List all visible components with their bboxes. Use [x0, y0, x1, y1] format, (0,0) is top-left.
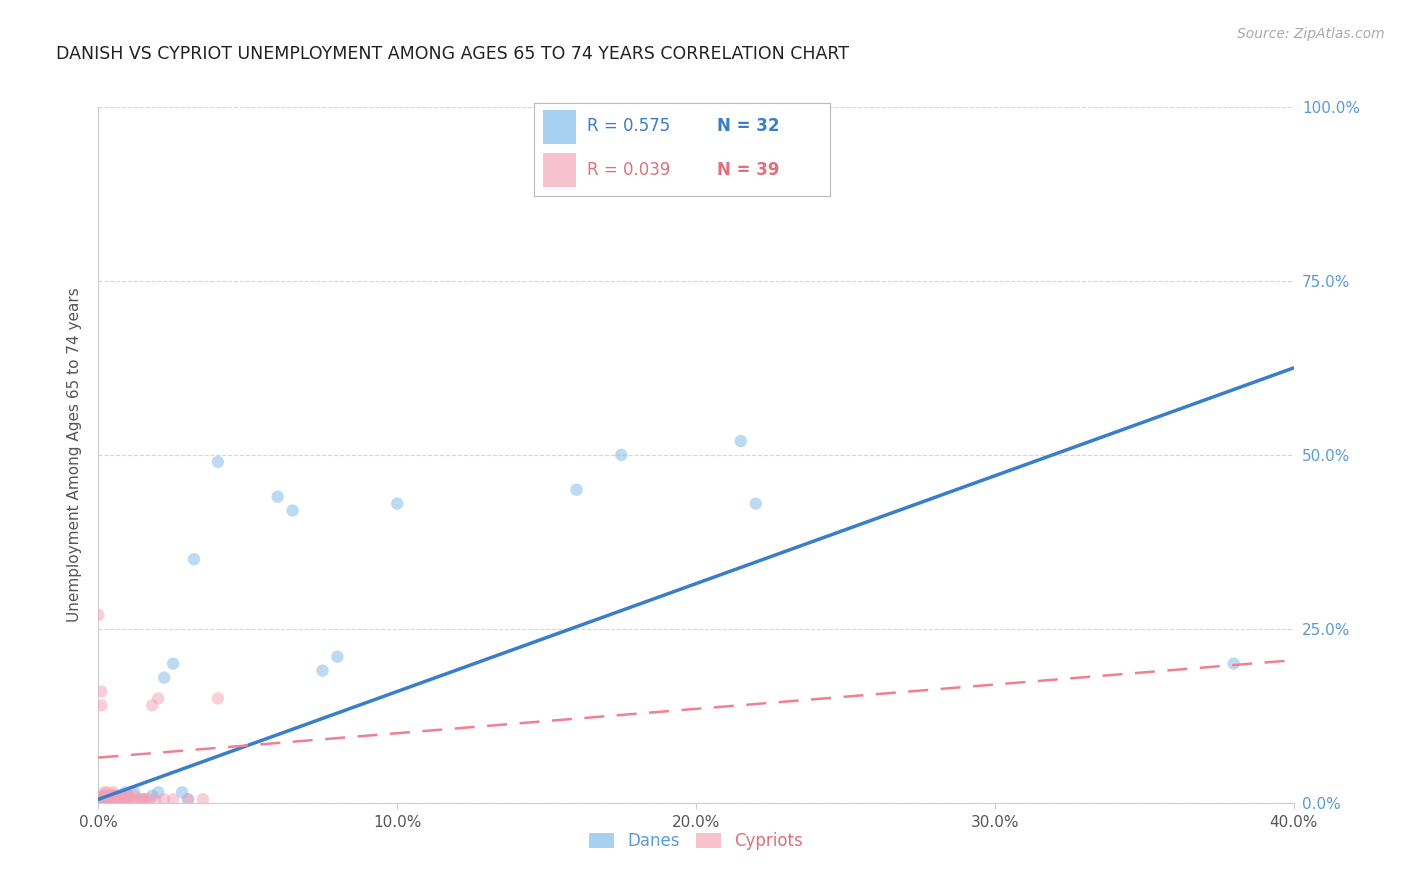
Point — [141, 789, 163, 803]
Point — [105, 792, 128, 806]
Point — [148, 785, 170, 799]
Point — [93, 792, 115, 806]
Point — [90, 684, 112, 698]
Point — [111, 792, 134, 806]
Point — [153, 671, 176, 685]
Point — [108, 792, 131, 806]
Point — [96, 789, 118, 803]
Point — [148, 691, 170, 706]
Point — [153, 792, 176, 806]
Point — [93, 785, 115, 799]
Text: N = 39: N = 39 — [717, 161, 780, 178]
Point — [114, 785, 136, 799]
Point — [326, 649, 349, 664]
Point — [105, 789, 128, 803]
Point — [90, 698, 112, 713]
Point — [103, 792, 125, 806]
Point — [103, 792, 125, 806]
Point — [143, 792, 166, 806]
Point — [117, 792, 139, 806]
Point — [114, 792, 136, 806]
Point — [207, 691, 229, 706]
Point — [730, 434, 752, 448]
FancyBboxPatch shape — [543, 153, 575, 187]
Point — [124, 785, 146, 799]
Point — [129, 792, 152, 806]
Point — [103, 785, 125, 799]
Text: R = 0.039: R = 0.039 — [588, 161, 671, 178]
Point — [108, 789, 131, 803]
Point — [162, 657, 184, 671]
Point — [177, 792, 200, 806]
Point — [132, 792, 155, 806]
Point — [610, 448, 633, 462]
Point — [90, 792, 112, 806]
Point — [177, 792, 200, 806]
Point — [111, 789, 134, 803]
Point — [98, 792, 122, 806]
Point — [385, 497, 409, 511]
Point — [103, 789, 125, 803]
Point — [96, 789, 118, 803]
Point — [565, 483, 588, 497]
Point — [111, 792, 134, 806]
Point — [191, 792, 214, 806]
Text: DANISH VS CYPRIOT UNEMPLOYMENT AMONG AGES 65 TO 74 YEARS CORRELATION CHART: DANISH VS CYPRIOT UNEMPLOYMENT AMONG AGE… — [56, 45, 849, 62]
Point — [311, 664, 333, 678]
Point — [93, 789, 115, 803]
Point — [183, 552, 205, 566]
Point — [120, 792, 142, 806]
Text: R = 0.575: R = 0.575 — [588, 118, 671, 136]
FancyBboxPatch shape — [543, 110, 575, 144]
Legend: Danes, Cypriots: Danes, Cypriots — [582, 826, 810, 857]
Point — [96, 785, 118, 799]
Point — [132, 792, 155, 806]
Point — [96, 792, 118, 806]
Point — [98, 792, 122, 806]
Point — [127, 792, 149, 806]
Point — [745, 497, 768, 511]
Point — [93, 789, 115, 803]
Y-axis label: Unemployment Among Ages 65 to 74 years: Unemployment Among Ages 65 to 74 years — [67, 287, 83, 623]
Point — [93, 792, 115, 806]
Point — [138, 792, 160, 806]
Point — [141, 698, 163, 713]
Point — [281, 503, 304, 517]
Point — [87, 607, 110, 622]
Point — [135, 792, 157, 806]
Text: N = 32: N = 32 — [717, 118, 780, 136]
Text: Source: ZipAtlas.com: Source: ZipAtlas.com — [1237, 27, 1385, 41]
Point — [103, 789, 125, 803]
Point — [207, 455, 229, 469]
Point — [117, 789, 139, 803]
Point — [172, 785, 194, 799]
Point — [90, 789, 112, 803]
Point — [162, 792, 184, 806]
Point — [98, 789, 122, 803]
Point — [105, 789, 128, 803]
Point — [1223, 657, 1246, 671]
Point — [267, 490, 290, 504]
Point — [108, 792, 131, 806]
Point — [124, 789, 146, 803]
Point — [117, 789, 139, 803]
